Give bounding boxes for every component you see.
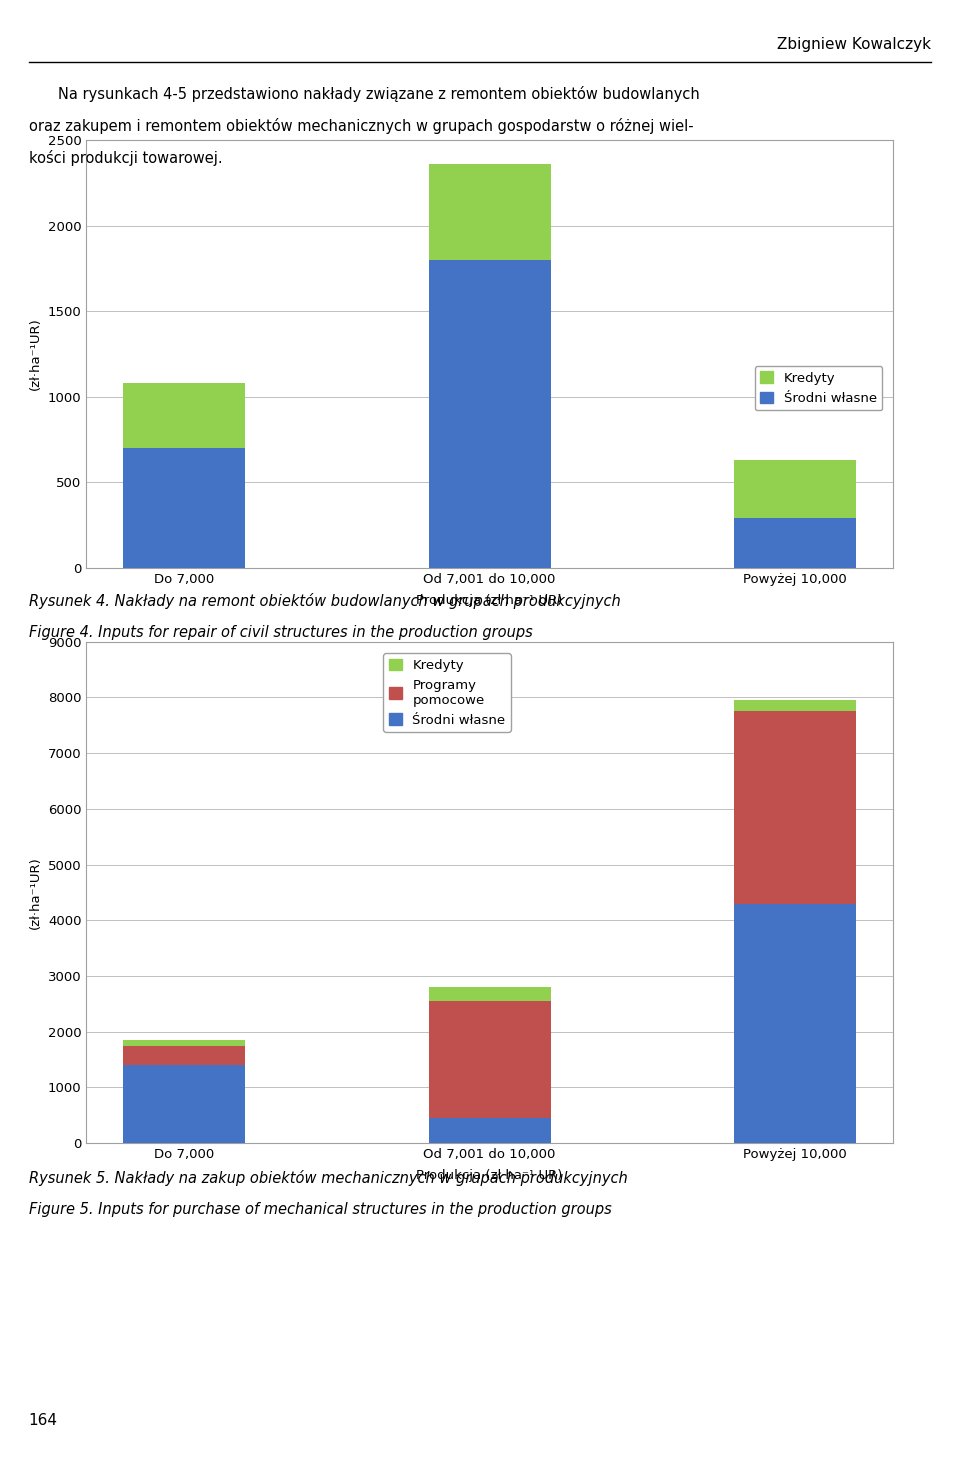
X-axis label: Produkcja (zł·ha⁻¹ UR): Produkcja (zł·ha⁻¹ UR) bbox=[417, 594, 563, 608]
Y-axis label: (zł·ha⁻¹UR): (zł·ha⁻¹UR) bbox=[30, 855, 42, 929]
Bar bbox=[428, 164, 551, 260]
Bar bbox=[428, 260, 551, 568]
Y-axis label: (zł·ha⁻¹UR): (zł·ha⁻¹UR) bbox=[29, 317, 42, 391]
Bar bbox=[428, 987, 551, 1002]
Bar bbox=[734, 518, 856, 568]
X-axis label: Produkcja (zł·ha⁻¹ UR): Produkcja (zł·ha⁻¹ UR) bbox=[417, 1170, 563, 1183]
Bar bbox=[123, 1065, 245, 1143]
Bar bbox=[123, 1040, 245, 1046]
Text: Figure 4. Inputs for repair of civil structures in the production groups: Figure 4. Inputs for repair of civil str… bbox=[29, 625, 533, 640]
Legend: Kredyty, Programy
pomocowe, Środni własne: Kredyty, Programy pomocowe, Środni własn… bbox=[383, 653, 511, 732]
Bar bbox=[123, 384, 245, 448]
Text: Rysunek 4. Nakłady na remont obiektów budowlanych w grupach produkcyjnych: Rysunek 4. Nakłady na remont obiektów bu… bbox=[29, 593, 620, 609]
Text: Zbigniew Kowalczyk: Zbigniew Kowalczyk bbox=[778, 37, 931, 52]
Bar bbox=[123, 448, 245, 568]
Bar bbox=[123, 1046, 245, 1065]
Text: Rysunek 5. Nakłady na zakup obiektów mechanicznych w grupach produkcyjnych: Rysunek 5. Nakłady na zakup obiektów mec… bbox=[29, 1170, 628, 1186]
Bar bbox=[734, 701, 856, 711]
Bar bbox=[734, 460, 856, 518]
Text: 164: 164 bbox=[29, 1413, 58, 1428]
Text: oraz zakupem i remontem obiektów mechanicznych w grupach gospodarstw o różnej wi: oraz zakupem i remontem obiektów mechani… bbox=[29, 118, 693, 134]
Text: Na rysunkach 4-5 przedstawiono nakłady związane z remontem obiektów budowlanych: Na rysunkach 4-5 przedstawiono nakłady z… bbox=[58, 86, 699, 102]
Bar bbox=[428, 1002, 551, 1118]
Text: kości produkcji towarowej.: kości produkcji towarowej. bbox=[29, 150, 223, 167]
Text: Figure 5. Inputs for purchase of mechanical structures in the production groups: Figure 5. Inputs for purchase of mechani… bbox=[29, 1202, 612, 1217]
Legend: Kredyty, Środni własne: Kredyty, Środni własne bbox=[755, 366, 882, 410]
Bar bbox=[428, 1118, 551, 1143]
Bar bbox=[734, 711, 856, 904]
Bar bbox=[734, 904, 856, 1143]
